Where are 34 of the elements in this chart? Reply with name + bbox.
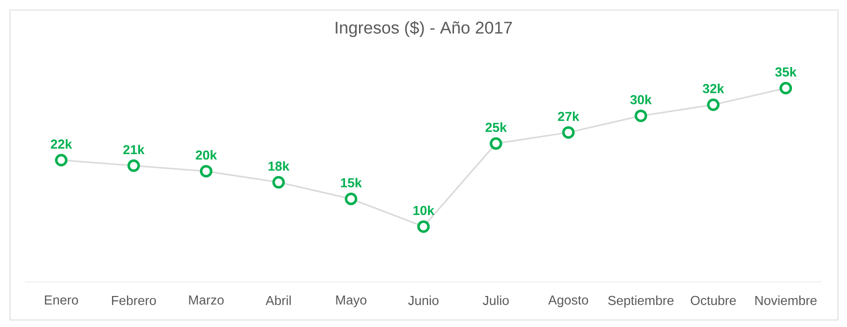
point	[780, 82, 792, 94]
x-tick-label: Mayo	[336, 296, 366, 308]
point	[634, 110, 648, 122]
data-label: 35k	[775, 67, 797, 77]
point	[707, 98, 720, 111]
data-label: 30k	[630, 94, 652, 104]
data-label: 32k	[702, 84, 724, 94]
data-label: 27k	[558, 111, 580, 121]
x-tick-label: Enero	[44, 296, 78, 305]
data-label: 21k	[123, 144, 145, 154]
data-label: 25k	[486, 122, 507, 132]
data-label: 10k	[413, 206, 434, 216]
point	[272, 176, 285, 189]
point	[490, 137, 502, 150]
point	[200, 164, 212, 178]
x-tick-label: Octubre	[690, 296, 736, 306]
point	[344, 192, 358, 206]
x-tick-label: Septiembre	[608, 296, 674, 308]
data-label: 22k	[50, 139, 72, 149]
point	[562, 126, 575, 139]
x-tick-label: Noviembre	[755, 296, 817, 306]
point	[54, 154, 68, 166]
chart-title: Ingresos ($) - Año 2017	[336, 20, 512, 38]
x-tick-label: Febrero	[112, 296, 156, 306]
data-label: 15k	[341, 178, 362, 188]
x-tick-label: Agosto	[548, 296, 588, 308]
x-tick-label: Marzo	[189, 296, 224, 305]
x-tick-label: Abril	[266, 296, 291, 306]
data-label: 20k	[196, 150, 218, 160]
data-label: 18k	[268, 161, 290, 171]
x-tick-label: Julio	[482, 296, 509, 306]
point	[417, 220, 430, 233]
x-tick-label: Junio	[408, 296, 438, 306]
point	[127, 159, 140, 172]
